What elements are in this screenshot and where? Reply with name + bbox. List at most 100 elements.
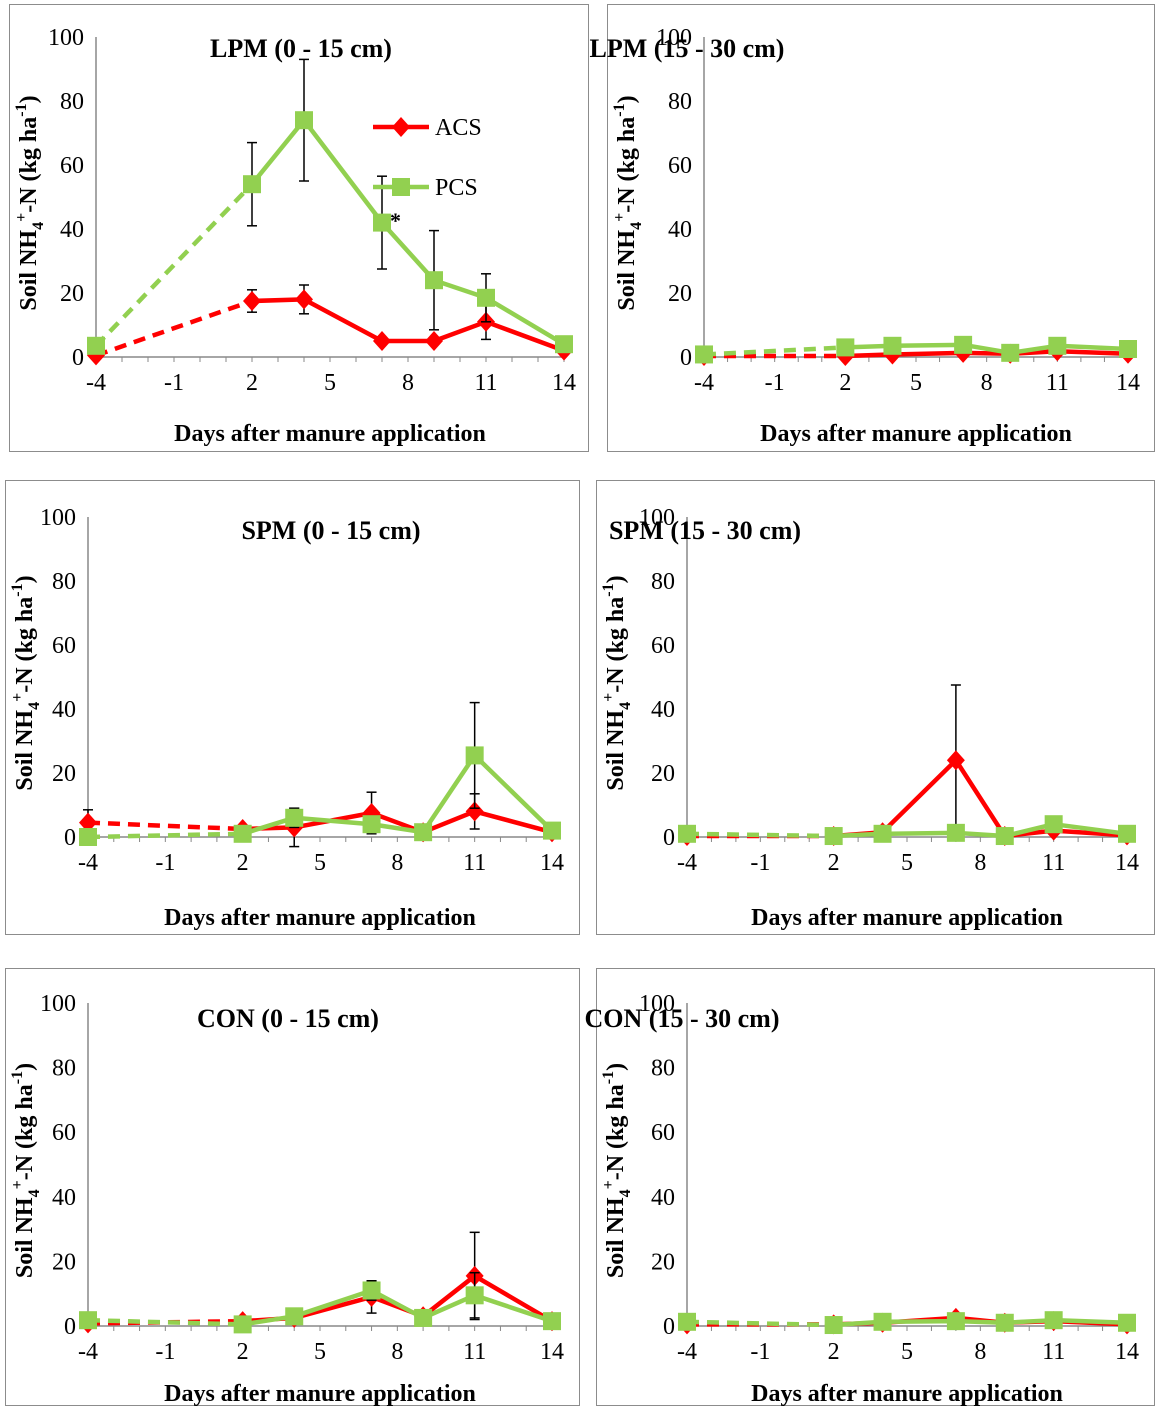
- x-tick-label: 14: [552, 370, 576, 396]
- x-tick-label: 2: [246, 370, 258, 396]
- data-point: [373, 213, 391, 232]
- x-tick-label: 5: [901, 1339, 913, 1365]
- x-tick-label: 11: [474, 370, 497, 396]
- chart-panel-2: -4 -1 2 5 8 11 14 0 20 40 60 80 100 SPM (0 - 15 cm) Da…: [5, 480, 580, 935]
- x-tick-label: -1: [750, 850, 770, 876]
- y-tick-label: 0: [64, 1314, 76, 1340]
- series-line: [251, 297, 565, 353]
- x-tick-label: 5: [910, 370, 922, 396]
- y-axis-label-part: 4: [26, 1189, 43, 1197]
- x-tick-label: 5: [901, 850, 913, 876]
- series-pcs: [87, 58, 573, 355]
- x-tick-label: 14: [540, 850, 564, 876]
- y-axis-label-part: Soil NH: [16, 230, 42, 311]
- y-tick-label: 100: [639, 991, 675, 1017]
- x-tick-label: 11: [463, 850, 486, 876]
- data-point: [285, 1307, 304, 1326]
- y-tick-label: 0: [663, 825, 675, 851]
- y-axis-label-part: +: [600, 1180, 617, 1189]
- x-tick-label: 8: [391, 1339, 403, 1365]
- x-tick-label: 14: [1115, 850, 1139, 876]
- y-tick-label: 100: [48, 25, 84, 51]
- y-axis-label-part: -1: [611, 103, 628, 116]
- x-tick-label: -4: [78, 850, 98, 876]
- y-tick-label: 0: [680, 345, 692, 371]
- x-tick-label: 2: [839, 370, 851, 396]
- x-tick-label: 14: [1115, 1339, 1139, 1365]
- y-tick-label: 40: [52, 1185, 76, 1211]
- x-tick-label: 14: [1116, 370, 1140, 396]
- series-dashed-segment: [87, 820, 243, 832]
- x-axis-label: Days after manure application: [760, 421, 1072, 447]
- y-axis-label-part: 4: [26, 702, 43, 710]
- y-axis-label-part: Soil NH: [12, 1197, 38, 1278]
- x-tick-label: -1: [155, 850, 175, 876]
- data-point: [1119, 340, 1137, 358]
- x-axis-label: Days after manure application: [751, 905, 1063, 931]
- y-axis-label-part: -N (kg ha: [12, 1084, 38, 1180]
- x-tick-label: -1: [164, 370, 184, 396]
- series-dashed-segment: [87, 831, 243, 840]
- data-point: [995, 827, 1014, 846]
- series-dashed-segment: [686, 1319, 834, 1328]
- data-point: [873, 1312, 892, 1331]
- y-tick-label: 20: [651, 1249, 675, 1275]
- data-point: [295, 289, 313, 310]
- data-point: [1048, 336, 1067, 355]
- y-tick-label: 0: [663, 1314, 675, 1340]
- data-point: [243, 291, 261, 311]
- data-point: [1118, 824, 1136, 843]
- data-point: [79, 1311, 97, 1330]
- data-point: [836, 338, 855, 357]
- data-point: [543, 1312, 561, 1331]
- y-axis-label: Soil NH4+-N (kg ha-1): [611, 95, 645, 310]
- x-tick-label: -1: [765, 370, 785, 396]
- y-axis-label: Soil NH4+-N (kg ha-1): [9, 1063, 43, 1278]
- series-dashed-segment: [703, 345, 846, 357]
- x-axis-label: Days after manure application: [751, 1381, 1063, 1407]
- data-point: [295, 111, 313, 130]
- chart-panel-3: -4 -1 2 5 8 11 14 0 20 40 60 80 100 SPM (15 - 30 cm) D…: [596, 480, 1155, 935]
- y-tick-label: 80: [52, 1056, 76, 1082]
- y-axis-label-part: -1: [600, 1071, 617, 1084]
- data-point: [425, 331, 443, 351]
- x-axis-label: Days after manure application: [164, 905, 476, 931]
- series-pcs: [79, 1271, 561, 1334]
- y-axis-label: Soil NH4+-N (kg ha-1): [9, 575, 43, 790]
- x-tick-label: -4: [694, 370, 714, 396]
- legend: ACS PCS: [373, 115, 482, 201]
- x-tick-label: 11: [1042, 850, 1065, 876]
- data-point: [1044, 1311, 1063, 1330]
- data-point: [477, 288, 495, 307]
- chart-svg-0: -4 -1 2 5 8 11 14 0 20 40 60 80 100 LPM (0 - 15 cm) Da…: [13, 25, 576, 447]
- x-tick-label: -4: [86, 370, 106, 396]
- y-tick-label: 60: [668, 153, 692, 179]
- y-tick-label: 20: [52, 761, 76, 787]
- chart-title: CON (0 - 15 cm): [197, 1004, 379, 1033]
- series-dashed-segment: [87, 1317, 243, 1327]
- significance-annotation: *: [390, 208, 401, 233]
- y-axis-label-part: ): [614, 95, 640, 103]
- y-tick-label: 20: [668, 281, 692, 307]
- y-tick-label: 80: [60, 89, 84, 115]
- x-tick-label: 5: [314, 850, 326, 876]
- data-point: [233, 824, 252, 843]
- x-tick-label: 8: [402, 370, 414, 396]
- data-point: [946, 823, 965, 842]
- x-tick-label: 2: [237, 1339, 249, 1365]
- data-point: [362, 1281, 381, 1300]
- x-tick-label: -4: [677, 1339, 697, 1365]
- x-tick-label: 8: [981, 370, 993, 396]
- chart-panel-1: -4 -1 2 5 8 11 14 0 20 40 60 80 100 LPM (15 - 30 cm) D…: [373, 4, 1155, 452]
- y-tick-label: 20: [651, 761, 675, 787]
- y-axis-label-part: -N (kg ha: [603, 597, 629, 693]
- legend-marker: [392, 117, 410, 137]
- y-tick-label: 100: [639, 505, 675, 531]
- y-tick-label: 40: [60, 217, 84, 243]
- x-tick-label: 2: [828, 850, 840, 876]
- data-point: [824, 827, 843, 846]
- y-axis-label-part: +: [9, 693, 26, 702]
- y-axis-label: Soil NH4+-N (kg ha-1): [13, 95, 47, 310]
- legend-label: PCS: [435, 175, 478, 201]
